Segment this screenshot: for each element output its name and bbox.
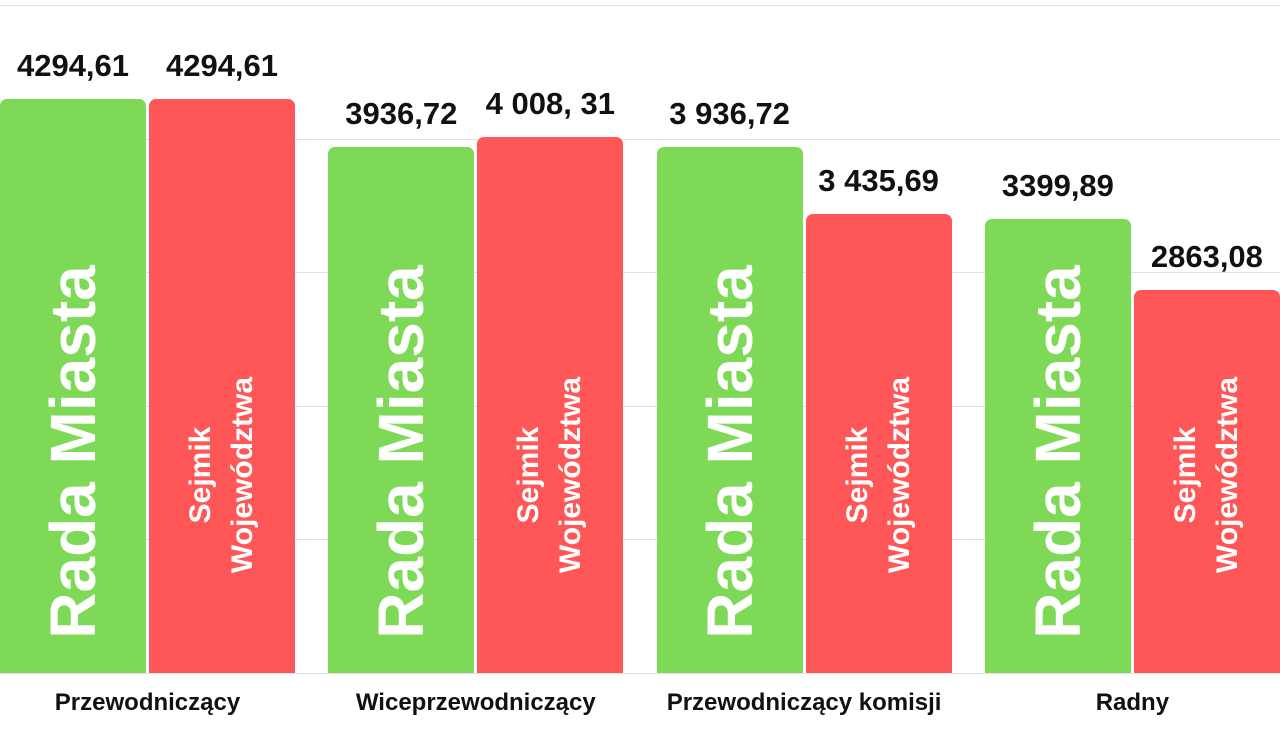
value-label: 3399,89: [1001, 167, 1114, 203]
bar: [805, 213, 952, 673]
bar-series-name: Sejmik Województwa: [512, 376, 588, 574]
bar-series-name: Rada Miasta: [37, 265, 109, 639]
category-label: Wiceprzewodniczący: [355, 689, 596, 716]
bar: [328, 147, 475, 673]
bar-series-name: Sejmik Województwa: [840, 376, 916, 574]
category-label: Radny: [1095, 689, 1170, 716]
grid-line: [0, 539, 1280, 541]
bar-series-name: Sejmik Województwa: [1168, 376, 1244, 574]
value-label: 4 008, 31: [485, 86, 615, 122]
bar: [149, 99, 295, 673]
category-label: Przewodniczący: [54, 689, 241, 716]
value-label: 4294,61: [165, 48, 279, 84]
category-label: Przewodniczący komisji: [666, 689, 942, 716]
bar: [477, 137, 624, 673]
bar: [1133, 290, 1280, 673]
grid-line: [0, 405, 1280, 407]
bar: [656, 147, 803, 673]
bar-series-name: Rada Miasta: [365, 265, 438, 639]
value-label: 3 936,72: [669, 96, 790, 132]
bar-series-name: Rada Miasta: [1021, 265, 1094, 639]
bar: [984, 218, 1131, 673]
value-label: 2863,08: [1150, 239, 1263, 275]
grid-line: [0, 272, 1280, 274]
grid-line: [0, 138, 1280, 140]
value-label: 3 435,69: [818, 162, 939, 198]
value-label: 3936,72: [345, 96, 458, 132]
value-label: 4294,61: [16, 48, 130, 84]
bar-series-name: Sejmik Województwa: [184, 376, 259, 574]
bar-series-name: Rada Miasta: [693, 265, 766, 639]
grid-line: [0, 5, 1280, 6]
bar: [0, 99, 146, 673]
grid-line: [0, 673, 1280, 674]
